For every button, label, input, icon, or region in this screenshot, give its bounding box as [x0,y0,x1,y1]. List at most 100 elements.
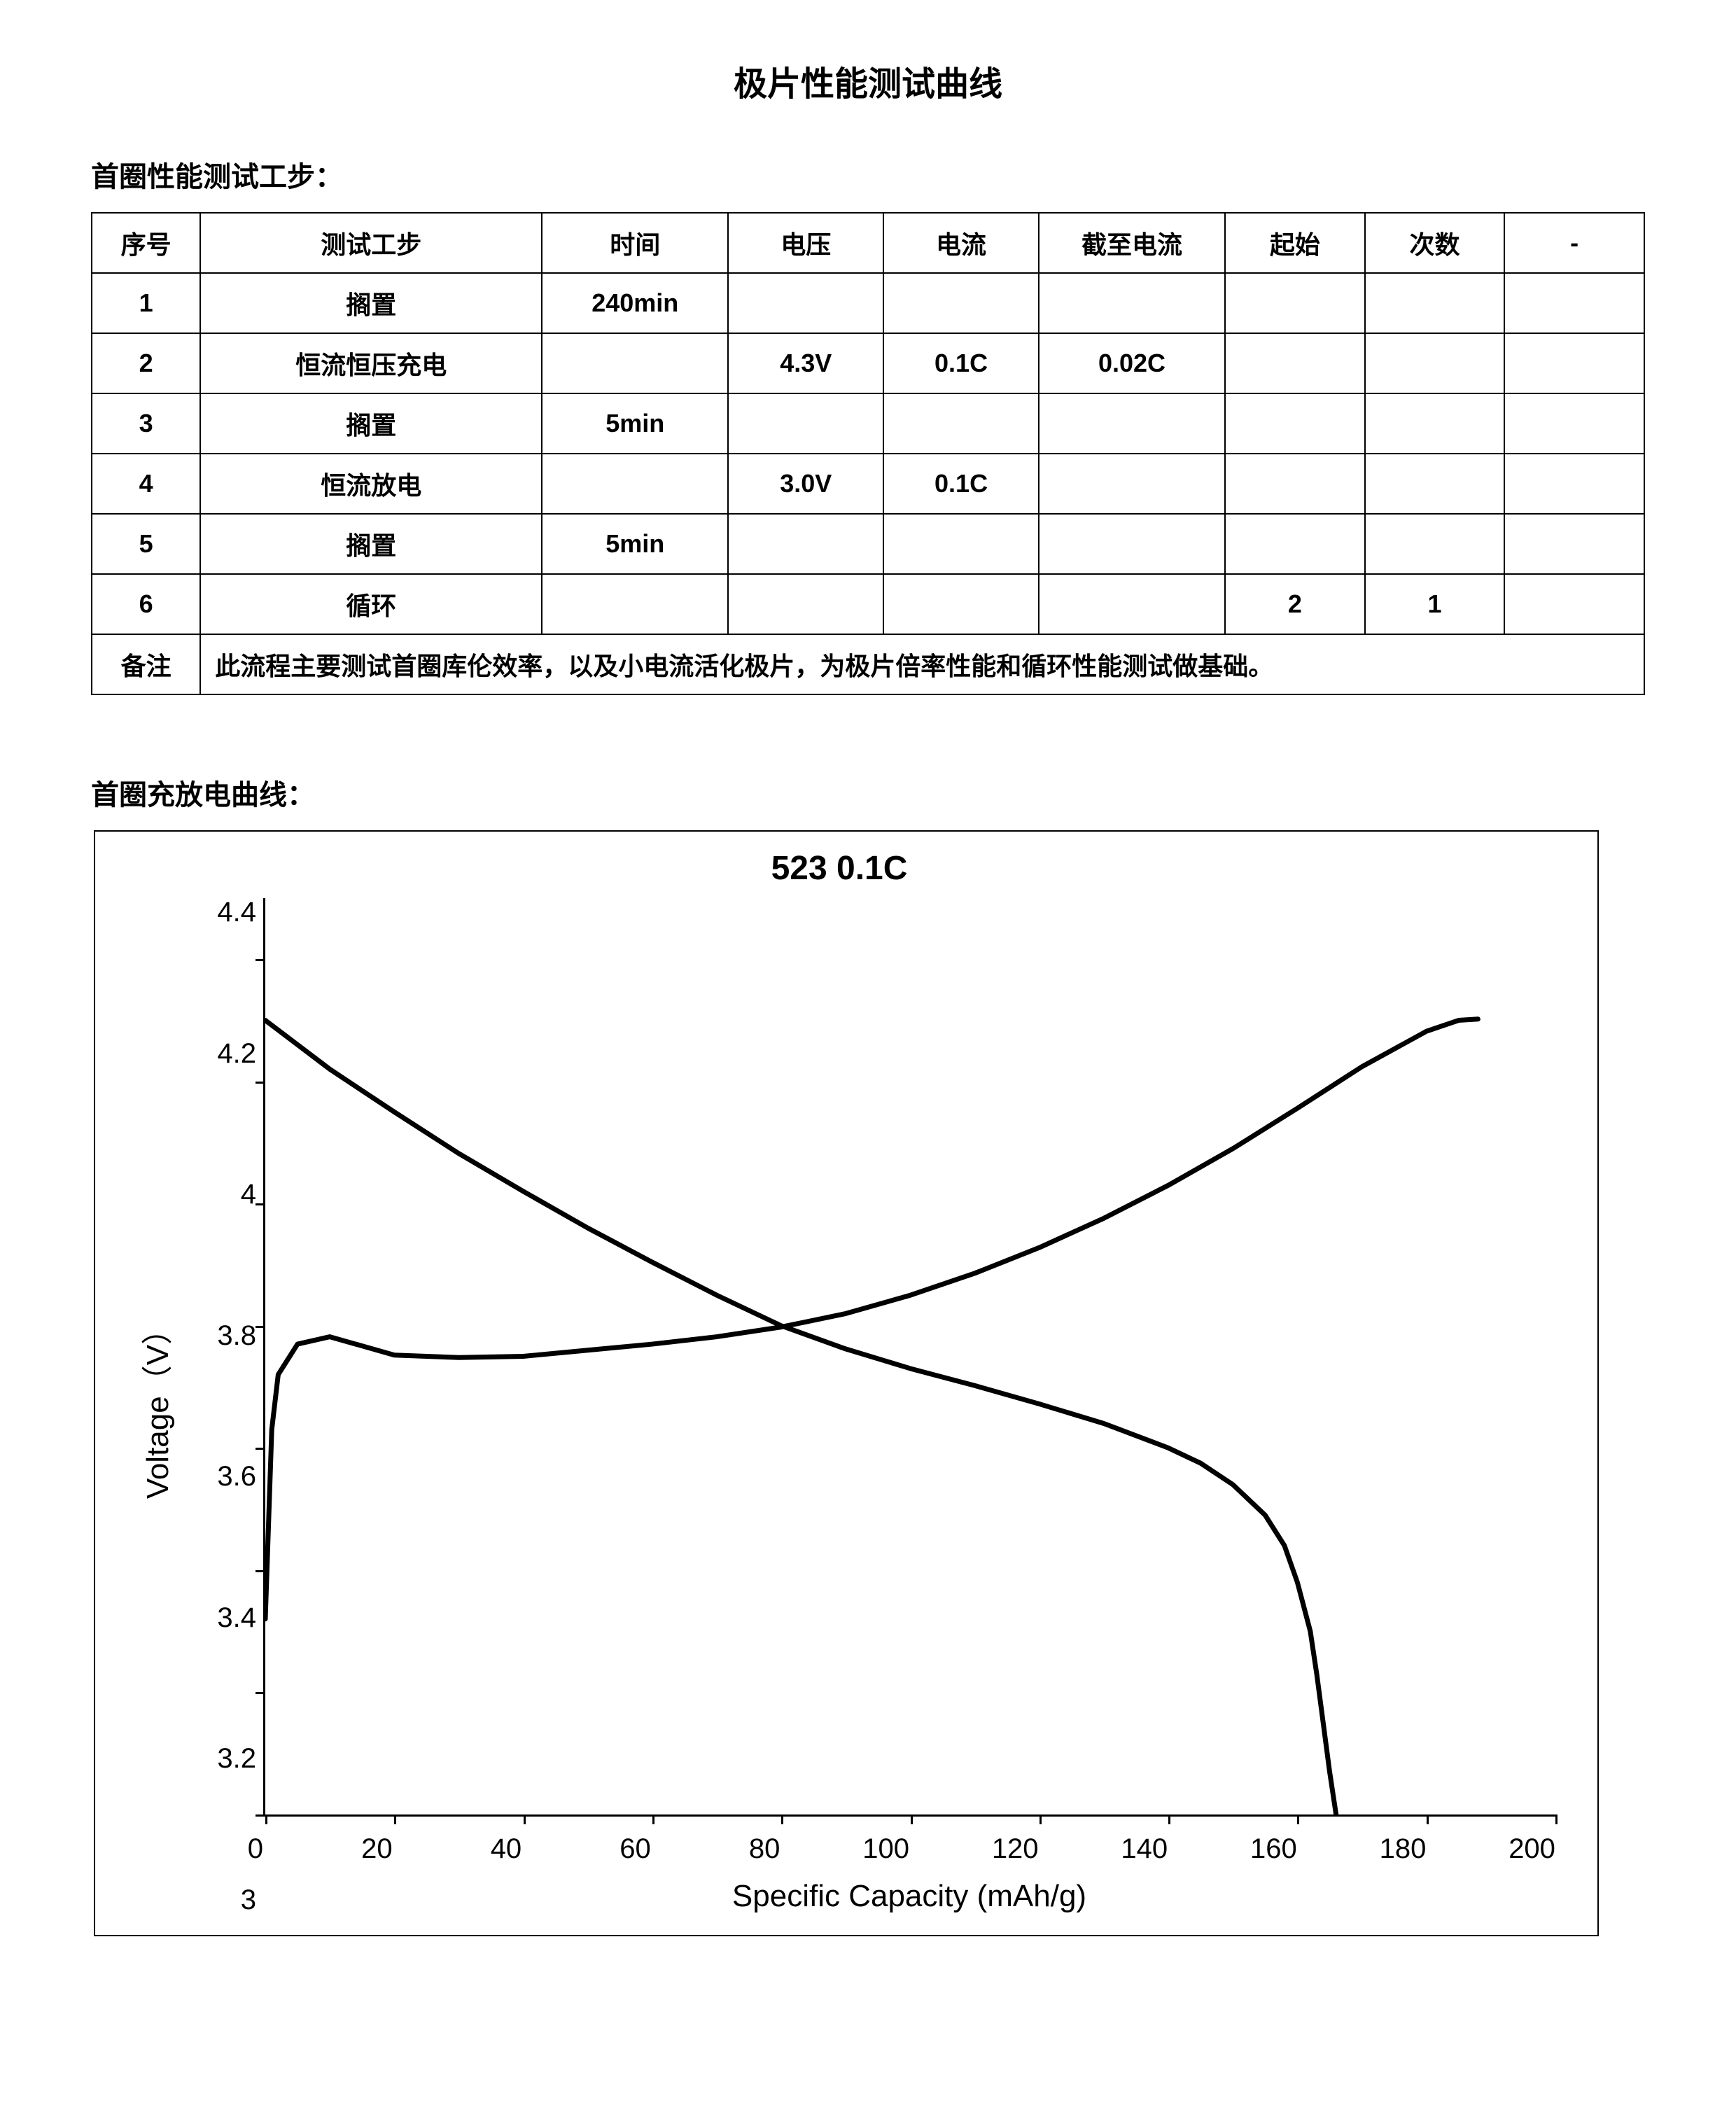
x-tick-mark [1040,1814,1042,1824]
table-cell [883,514,1039,574]
page-title: 极片性能测试曲线 [91,56,1645,105]
table-row: 5搁置5min [92,514,1644,574]
chart-line-discharge [265,1021,1336,1814]
table-cell: 搁置 [200,393,542,454]
table-cell: 6 [92,574,200,634]
table-cell [728,393,883,454]
y-tick-mark [255,1082,265,1084]
section-heading-chart: 首圈充放电曲线： [91,772,1645,813]
table-row: 2恒流恒压充电4.3V0.1C0.02C [92,333,1644,393]
table-cell: 2 [1225,574,1365,634]
x-axis-label: Specific Capacity (mAh/g) [263,1879,1555,1914]
x-tick-mark [1168,1814,1170,1824]
table-row: 3搁置5min [92,393,1644,454]
table-cell: 5min [542,393,728,454]
x-tick-mark [652,1814,654,1824]
y-tick-label: 3.2 [186,1744,256,1772]
table-cell: 恒流放电 [200,454,542,514]
x-tick-mark [265,1814,267,1824]
table-cell [542,454,728,514]
y-tick-label: 3.6 [186,1462,256,1490]
table-cell: 1 [1365,574,1505,634]
table-cell [1365,333,1505,393]
table-cell: 循环 [200,574,542,634]
y-axis-ticks: 4.44.243.83.63.43.23 [186,898,263,1914]
note-text: 此流程主要测试首圈库伦效率，以及小电流活化极片，为极片倍率性能和循环性能测试做基… [200,634,1644,694]
table-cell [1504,514,1644,574]
y-tick-label: 3.8 [186,1322,256,1350]
table-row: 6循环 21 [92,574,1644,634]
table-cell [1365,273,1505,333]
th-blank: - [1504,213,1644,273]
table-cell [1504,273,1644,333]
table-row: 4恒流放电 3.0V0.1C [92,454,1644,514]
table-cell: 恒流恒压充电 [200,333,542,393]
y-tick-label: 4.4 [186,898,256,926]
note-label: 备注 [92,634,200,694]
x-tick-mark [1427,1814,1429,1824]
table-cell [1039,273,1225,333]
th-step: 测试工步 [200,213,542,273]
table-cell: 0.1C [883,333,1039,393]
table-row: 1搁置240min [92,273,1644,333]
table-cell: 2 [92,333,200,393]
y-tick-mark [255,1570,265,1572]
y-tick-mark [255,959,265,961]
table-cell [1225,273,1365,333]
th-seq: 序号 [92,213,200,273]
table-cell [1504,333,1644,393]
y-tick-mark [255,1814,265,1817]
table-cell [1039,454,1225,514]
table-cell [728,514,883,574]
table-cell [1225,333,1365,393]
table-cell [542,333,728,393]
table-cell: 5min [542,514,728,574]
y-axis-label: Voltage（V） [123,898,186,1914]
y-tick-label: 3.4 [186,1604,256,1632]
table-cell [1504,393,1644,454]
table-cell: 4 [92,454,200,514]
table-cell: 3.0V [728,454,883,514]
section-heading-steps: 首圈性能测试工步： [91,154,1645,195]
x-tick-mark [1297,1814,1299,1824]
chart-line-charge [265,1019,1478,1619]
table-cell [1225,514,1365,574]
x-tick-mark [524,1814,526,1824]
table-header-row: 序号 测试工步 时间 电压 电流 截至电流 起始 次数 - [92,213,1644,273]
table-note-row: 备注 此流程主要测试首圈库伦效率，以及小电流活化极片，为极片倍率性能和循环性能测… [92,634,1644,694]
chart-svg [265,898,1555,1814]
table-cell: 240min [542,273,728,333]
table-cell: 5 [92,514,200,574]
table-cell [1504,574,1644,634]
table-cell [1039,514,1225,574]
th-start: 起始 [1225,213,1365,273]
x-tick-mark [781,1814,783,1824]
table-cell: 3 [92,393,200,454]
table-cell [728,273,883,333]
x-tick-mark [911,1814,913,1824]
table-cell [1365,454,1505,514]
x-axis-ticks: 020406080100120140160180200 [263,1817,1555,1865]
table-cell [1504,454,1644,514]
chart-plot-area [263,898,1555,1817]
th-cutoff: 截至电流 [1039,213,1225,273]
chart-title: 523 0.1C [123,849,1555,888]
th-time: 时间 [542,213,728,273]
table-cell: 0.1C [883,454,1039,514]
table-cell [1365,393,1505,454]
x-tick-mark [1555,1814,1558,1824]
table-cell: 搁置 [200,514,542,574]
table-cell [883,273,1039,333]
table-cell [1365,514,1505,574]
chart-container: 523 0.1C Voltage（V） 4.44.243.83.63.43.23… [94,830,1599,1936]
th-voltage: 电压 [728,213,883,273]
y-tick-label: 4.2 [186,1040,256,1068]
table-cell [883,393,1039,454]
th-current: 电流 [883,213,1039,273]
table-cell [1225,393,1365,454]
table-cell [883,574,1039,634]
table-cell [1039,574,1225,634]
y-tick-mark [255,1326,265,1328]
table-cell [1039,393,1225,454]
test-steps-table: 序号 测试工步 时间 电压 电流 截至电流 起始 次数 - 1搁置240min2… [91,212,1645,695]
